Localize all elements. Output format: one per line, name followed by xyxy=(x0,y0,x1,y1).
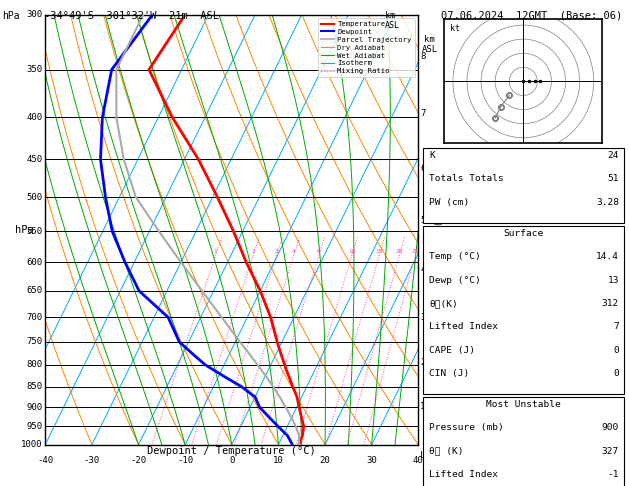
Text: 30: 30 xyxy=(366,456,377,465)
Text: 500: 500 xyxy=(26,192,42,202)
Text: 6: 6 xyxy=(316,249,320,255)
Text: -40: -40 xyxy=(37,456,53,465)
Text: Pressure (mb): Pressure (mb) xyxy=(429,423,504,433)
Text: CIN (J): CIN (J) xyxy=(429,369,469,378)
Text: K: K xyxy=(429,151,435,160)
Text: 1: 1 xyxy=(213,249,217,255)
Text: hPa: hPa xyxy=(2,11,19,21)
Text: 400: 400 xyxy=(26,113,42,122)
Text: Totals Totals: Totals Totals xyxy=(429,174,504,184)
Text: Lifted Index: Lifted Index xyxy=(429,322,498,331)
Legend: Temperature, Dewpoint, Parcel Trajectory, Dry Adiabat, Wet Adiabat, Isotherm, Mi: Temperature, Dewpoint, Parcel Trajectory… xyxy=(318,18,415,77)
Text: PW (cm): PW (cm) xyxy=(429,198,469,207)
Text: Mixing Ratio (g/kg): Mixing Ratio (g/kg) xyxy=(435,199,445,286)
Text: 0: 0 xyxy=(613,346,619,355)
Text: 24: 24 xyxy=(608,151,619,160)
Text: 327: 327 xyxy=(602,447,619,456)
Text: 450: 450 xyxy=(26,155,42,164)
Text: 20: 20 xyxy=(396,249,403,255)
Text: θᴇ (K): θᴇ (K) xyxy=(429,447,464,456)
Text: 4: 4 xyxy=(420,265,426,275)
Text: 750: 750 xyxy=(26,337,42,347)
Text: 13: 13 xyxy=(608,276,619,285)
Text: -30: -30 xyxy=(84,456,100,465)
Text: 25: 25 xyxy=(411,249,419,255)
Text: 1: 1 xyxy=(420,402,426,411)
Text: 312: 312 xyxy=(602,299,619,308)
Text: 5: 5 xyxy=(420,216,426,225)
Text: LCL: LCL xyxy=(420,451,437,460)
Text: 900: 900 xyxy=(26,402,42,412)
Text: -1: -1 xyxy=(608,470,619,479)
Text: 550: 550 xyxy=(26,226,42,236)
Text: CAPE (J): CAPE (J) xyxy=(429,346,475,355)
Text: 850: 850 xyxy=(26,382,42,391)
Text: kt: kt xyxy=(450,24,460,33)
Text: 40: 40 xyxy=(413,456,424,465)
Text: 0: 0 xyxy=(229,456,235,465)
Text: θᴇ(K): θᴇ(K) xyxy=(429,299,458,308)
Text: 600: 600 xyxy=(26,258,42,267)
Text: -20: -20 xyxy=(130,456,147,465)
Text: 650: 650 xyxy=(26,286,42,295)
Text: 8: 8 xyxy=(420,52,426,61)
Text: km
ASL: km ASL xyxy=(421,35,438,54)
Text: 3: 3 xyxy=(274,249,278,255)
Text: km
ASL: km ASL xyxy=(385,11,400,30)
Text: Lifted Index: Lifted Index xyxy=(429,470,498,479)
Text: 15: 15 xyxy=(376,249,383,255)
Text: 3: 3 xyxy=(420,313,426,322)
Text: 700: 700 xyxy=(26,313,42,322)
Text: 0: 0 xyxy=(613,369,619,378)
Text: 900: 900 xyxy=(602,423,619,433)
Text: hPa: hPa xyxy=(15,225,34,235)
Text: 4: 4 xyxy=(292,249,296,255)
Text: 20: 20 xyxy=(320,456,330,465)
Text: Most Unstable: Most Unstable xyxy=(486,400,560,409)
Text: 950: 950 xyxy=(26,422,42,431)
Text: -34°49'S  301°32'W  21m  ASL: -34°49'S 301°32'W 21m ASL xyxy=(44,11,219,21)
Text: © weatheronline.co.uk: © weatheronline.co.uk xyxy=(467,472,580,481)
Text: 3.28: 3.28 xyxy=(596,198,619,207)
Text: 300: 300 xyxy=(26,10,42,19)
Text: 6: 6 xyxy=(420,164,426,174)
Text: 350: 350 xyxy=(26,65,42,74)
Text: 2: 2 xyxy=(420,358,426,367)
Text: -10: -10 xyxy=(177,456,193,465)
Text: 51: 51 xyxy=(608,174,619,184)
Text: Temp (°C): Temp (°C) xyxy=(429,252,481,261)
Text: Dewp (°C): Dewp (°C) xyxy=(429,276,481,285)
Text: Surface: Surface xyxy=(503,229,543,238)
Text: 14.4: 14.4 xyxy=(596,252,619,261)
Text: 10: 10 xyxy=(273,456,284,465)
Text: 7: 7 xyxy=(420,109,426,118)
Text: 10: 10 xyxy=(348,249,355,255)
X-axis label: Dewpoint / Temperature (°C): Dewpoint / Temperature (°C) xyxy=(147,446,316,456)
Text: 7: 7 xyxy=(613,322,619,331)
Text: 800: 800 xyxy=(26,361,42,369)
Text: 2: 2 xyxy=(251,249,255,255)
Text: 07.06.2024  12GMT  (Base: 06): 07.06.2024 12GMT (Base: 06) xyxy=(442,11,623,21)
Text: 1000: 1000 xyxy=(21,440,42,449)
